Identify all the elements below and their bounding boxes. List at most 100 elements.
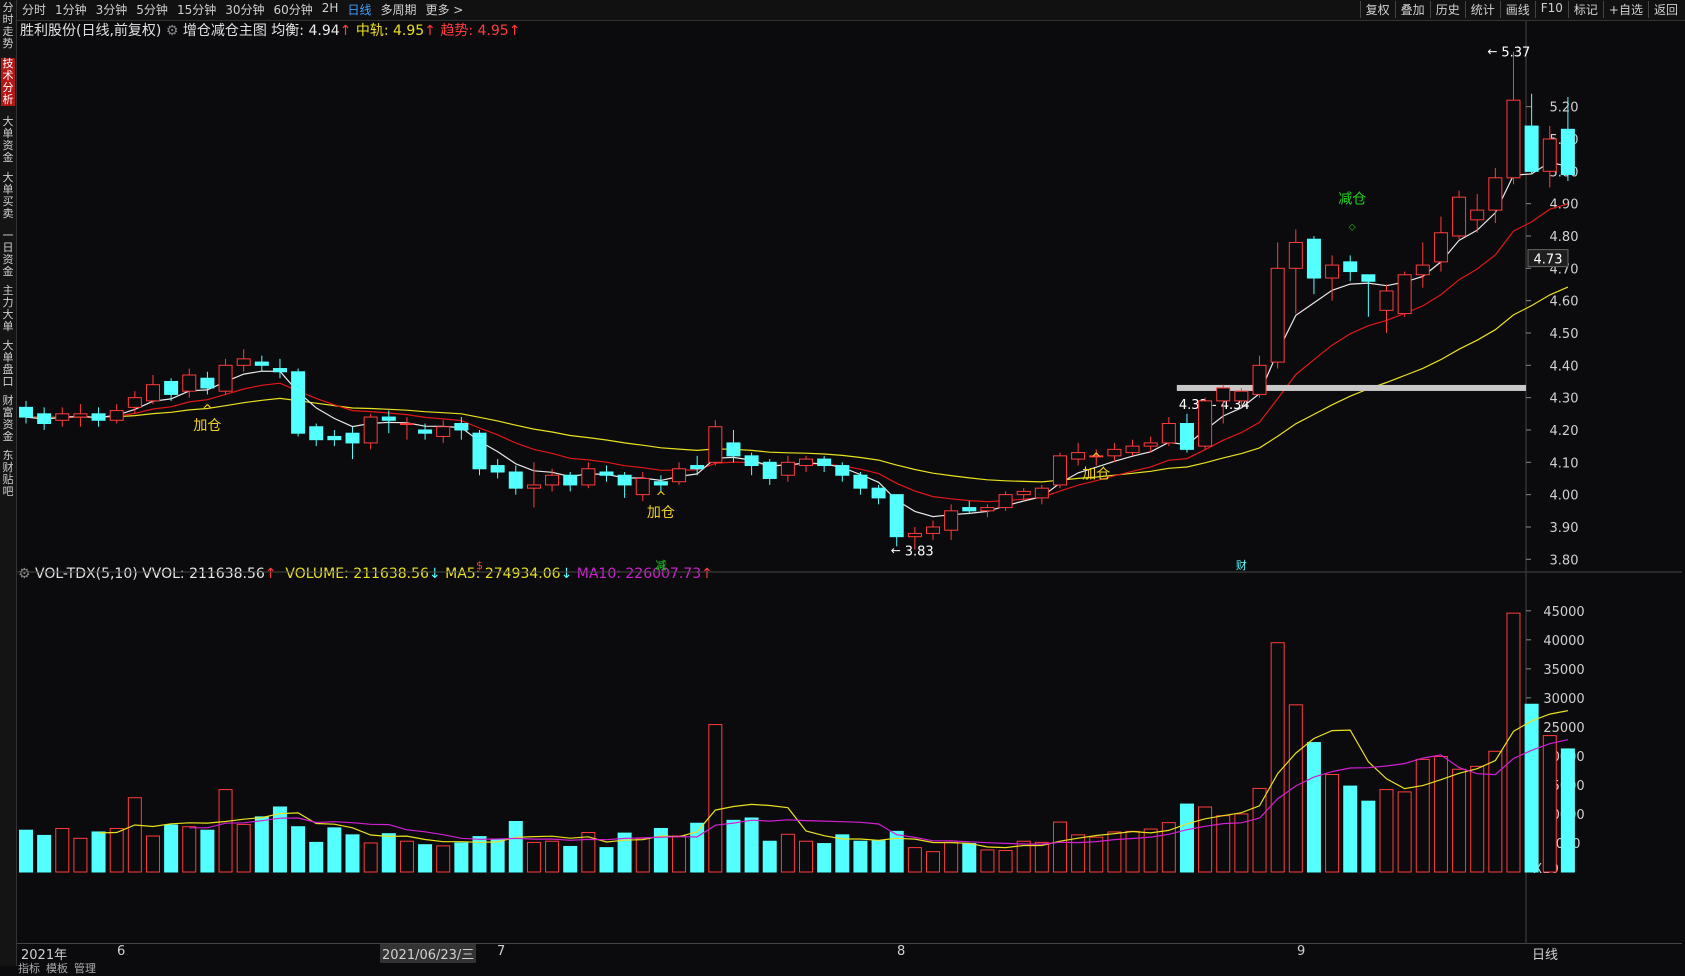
candle [1288, 241, 1303, 269]
volume-bar [254, 816, 269, 873]
volume-bar [1506, 612, 1521, 873]
volume-bar [1524, 703, 1539, 873]
tool-button[interactable]: +自选 [1602, 1, 1648, 18]
sidebar-item[interactable]: 一日资金 [2, 229, 14, 278]
volume-bar [1052, 821, 1067, 873]
high-label: 5.37 [1501, 46, 1530, 61]
candle [1270, 267, 1285, 363]
period-tab[interactable]: 15分钟 [176, 3, 217, 17]
candle [1143, 442, 1158, 447]
volume-bar [817, 843, 832, 873]
volume-bar [1452, 768, 1467, 873]
volume-bar [1107, 831, 1122, 873]
sidebar-item[interactable]: 大单盘口 [2, 339, 14, 388]
period-tab[interactable]: 日线 [347, 3, 372, 17]
candle [653, 481, 668, 486]
tool-button[interactable]: 复权 [1359, 1, 1395, 18]
settings-icon[interactable]: ⚙ [18, 566, 31, 582]
tool-button[interactable]: 返回 [1647, 1, 1683, 18]
volume-bar [19, 829, 33, 873]
stock-name: 胜利股份(日线,前复权) [20, 23, 162, 39]
jiancang-marker: ◇ [1349, 223, 1356, 233]
sidebar-item[interactable]: 财富资金 [2, 394, 14, 443]
price-range-label: 4.32 - 4.34 [1179, 398, 1250, 413]
sidebar-item[interactable]: 大单买卖 [2, 171, 14, 220]
candle [1415, 264, 1430, 276]
candle [37, 413, 52, 425]
period-tab[interactable]: 1分钟 [55, 3, 87, 17]
period-tab[interactable]: 5分钟 [136, 3, 168, 17]
vol-indicator-name[interactable]: VOL-TDX(5,10) [35, 566, 138, 582]
price-tick-label: 4.00 [1550, 489, 1579, 504]
volume-bar [1143, 828, 1158, 873]
sidebar-item[interactable]: 东财贴吧 [2, 449, 14, 498]
period-tab[interactable]: 多周期 [380, 3, 417, 17]
volume-bar [962, 843, 977, 873]
candle [1343, 261, 1358, 273]
volume-bar [436, 845, 451, 873]
ma10-value: MA10: 226007.73 [576, 566, 702, 582]
volume-bar [37, 834, 52, 873]
tool-button[interactable]: 标记 [1567, 1, 1603, 18]
settings-icon[interactable]: ⚙ [165, 23, 179, 39]
volume-bar [1234, 813, 1249, 873]
date-label: 2021/06/23/三 [380, 944, 477, 963]
period-tab[interactable]: 更多 > [425, 3, 464, 17]
candle [19, 406, 33, 418]
volume-bar [218, 789, 233, 873]
volume-bar [690, 822, 705, 873]
tool-button[interactable]: 画线 [1499, 1, 1535, 18]
volume-bar [236, 823, 251, 873]
candle [1034, 487, 1049, 499]
volume-bar [327, 827, 342, 873]
sidebar-item[interactable]: 分时走势 [2, 1, 14, 50]
candle [672, 468, 687, 483]
volume-bar [1270, 642, 1285, 873]
volume-bar [109, 827, 124, 873]
sidebar-item[interactable]: 技术分析 [1, 57, 15, 106]
volume-bar [508, 821, 523, 873]
volume-tick-label: 40000 [1543, 634, 1584, 649]
sidebar-item[interactable]: 大单资金 [2, 115, 14, 164]
bottom-tab[interactable]: 指标 [18, 962, 40, 975]
bottom-tab[interactable]: 模板 [46, 962, 68, 975]
volume-bar [744, 817, 759, 873]
bottom-tab[interactable]: 管理 [74, 962, 96, 975]
volume-bar [55, 827, 70, 873]
volume-ma10-line [189, 739, 1569, 845]
period-tab[interactable]: 3分钟 [95, 3, 128, 17]
qushi-value: 趋势: 4.95 [440, 23, 509, 39]
candle [145, 384, 160, 402]
candle [726, 442, 741, 457]
volume-bar [1179, 803, 1194, 873]
candle [526, 484, 541, 489]
tool-button[interactable]: 叠加 [1394, 1, 1430, 18]
date-label: 9 [1297, 944, 1306, 959]
tool-button[interactable]: F10 [1534, 1, 1568, 18]
period-tab[interactable]: 2H [321, 1, 339, 15]
period-tab[interactable]: 60分钟 [273, 3, 313, 17]
candle [1216, 387, 1231, 402]
volume-bar [272, 806, 287, 873]
candle [889, 494, 904, 538]
volume-bar [1125, 830, 1140, 873]
candle [109, 410, 124, 421]
sidebar-item[interactable]: 主力大单 [2, 284, 14, 333]
candlestick-chart[interactable]: 3.803.904.004.104.204.304.404.504.604.70… [17, 21, 1682, 943]
bottom-tabs: 指标 模板 管理 [18, 960, 96, 976]
indicator-name[interactable]: 增仓减仓主图 [182, 23, 267, 39]
price-range-band [1176, 384, 1526, 391]
period-tab[interactable]: 分时 [22, 3, 47, 17]
candle [399, 423, 414, 426]
candle [1506, 99, 1521, 179]
candle [436, 426, 451, 437]
price-tick-label: 4.10 [1550, 456, 1579, 471]
candle [762, 461, 777, 479]
top-toolbar: 分时 1分钟 3分钟 5分钟 15分钟 30分钟 60分钟 2H 日线 多周期 更多 > 复权 叠加历… [0, 0, 1685, 21]
candle [599, 471, 614, 476]
date-axis: 2021年 6 2021/06/23/三 7 8 9 日线 [17, 943, 1682, 963]
tool-button[interactable]: 统计 [1464, 1, 1500, 18]
tool-button[interactable]: 历史 [1429, 1, 1465, 18]
period-tab[interactable]: 30分钟 [225, 3, 265, 17]
candle [200, 377, 215, 389]
